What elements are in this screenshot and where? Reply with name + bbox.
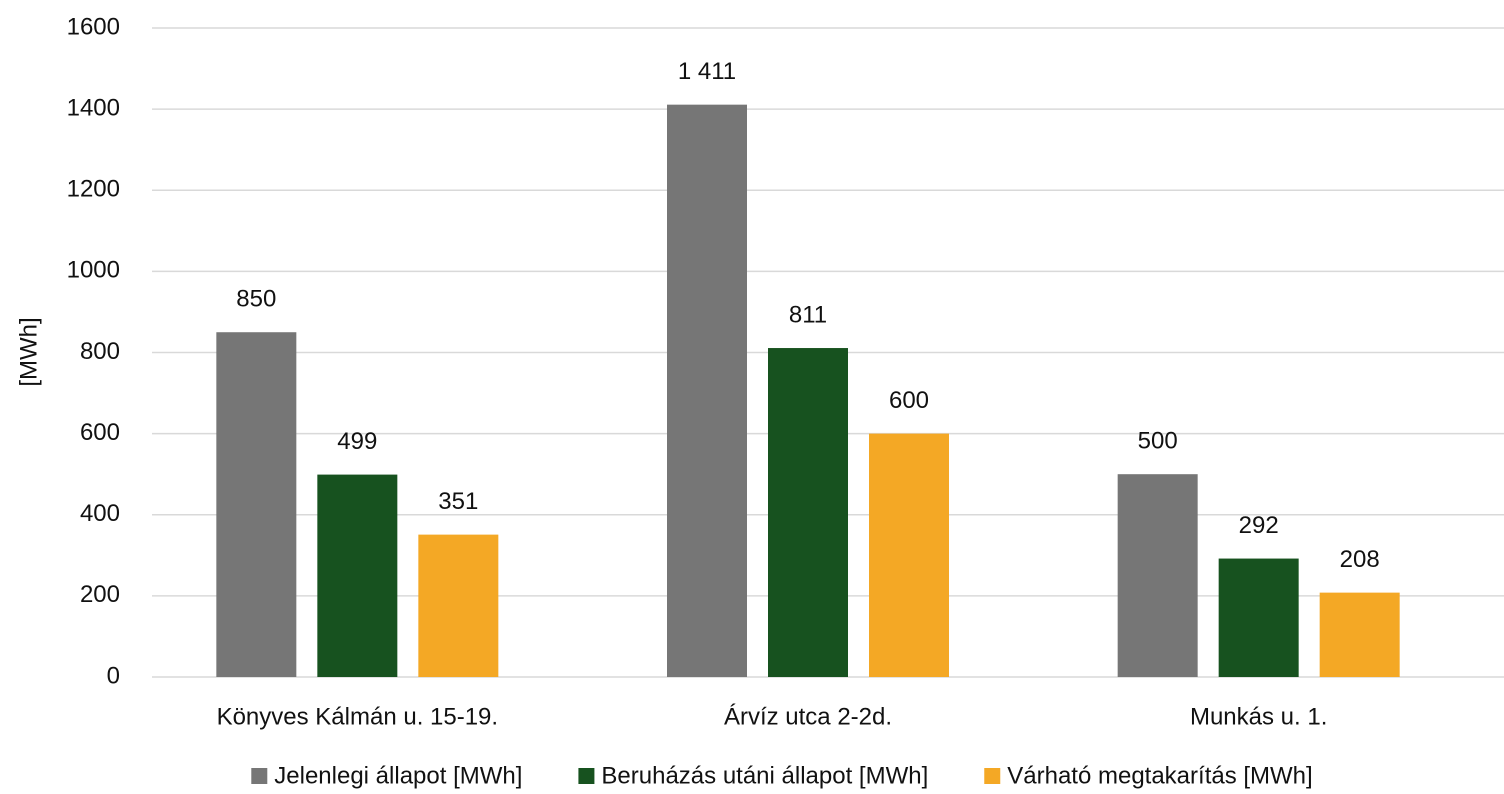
legend-label: Várható megtakarítás [MWh]	[1007, 762, 1312, 789]
data-label: 1 411	[678, 58, 736, 85]
y-tick-label: 1400	[67, 94, 120, 121]
bar	[1319, 592, 1400, 677]
y-tick-label: 0	[107, 662, 120, 689]
data-label: 811	[789, 301, 827, 328]
x-tick-label: Könyves Kálmán u. 15-19.	[217, 703, 499, 730]
x-tick-label: Árvíz utca 2-2d.	[724, 703, 892, 730]
legend-swatch	[251, 768, 268, 784]
data-label: 600	[889, 387, 929, 414]
bar	[768, 348, 848, 677]
x-tick-label: Munkás u. 1.	[1190, 703, 1327, 730]
y-tick-label: 800	[80, 338, 120, 365]
y-tick-label: 1200	[67, 176, 120, 203]
bar	[418, 534, 499, 677]
legend-label: Beruházás utáni állapot [MWh]	[601, 762, 928, 789]
y-tick-label: 1600	[67, 13, 120, 40]
bar	[667, 104, 747, 677]
y-tick-label: 600	[80, 419, 120, 446]
data-label: 499	[337, 428, 377, 455]
bar	[216, 332, 297, 677]
y-tick-label: 200	[80, 581, 120, 608]
data-label: 351	[438, 488, 478, 515]
data-label: 292	[1239, 512, 1279, 539]
bar	[1117, 474, 1198, 677]
legend-label: Jelenlegi állapot [MWh]	[274, 762, 522, 789]
y-axis-label: [MWh]	[15, 317, 42, 386]
y-tick-label: 1000	[67, 257, 120, 284]
bar	[1218, 558, 1299, 677]
data-label: 208	[1340, 546, 1380, 573]
y-tick-label: 400	[80, 500, 120, 527]
legend-swatch	[578, 768, 595, 784]
legend-swatch	[984, 768, 1001, 784]
bar	[869, 433, 949, 677]
data-label: 500	[1138, 428, 1178, 455]
data-label: 850	[236, 286, 276, 313]
bar	[317, 474, 398, 677]
